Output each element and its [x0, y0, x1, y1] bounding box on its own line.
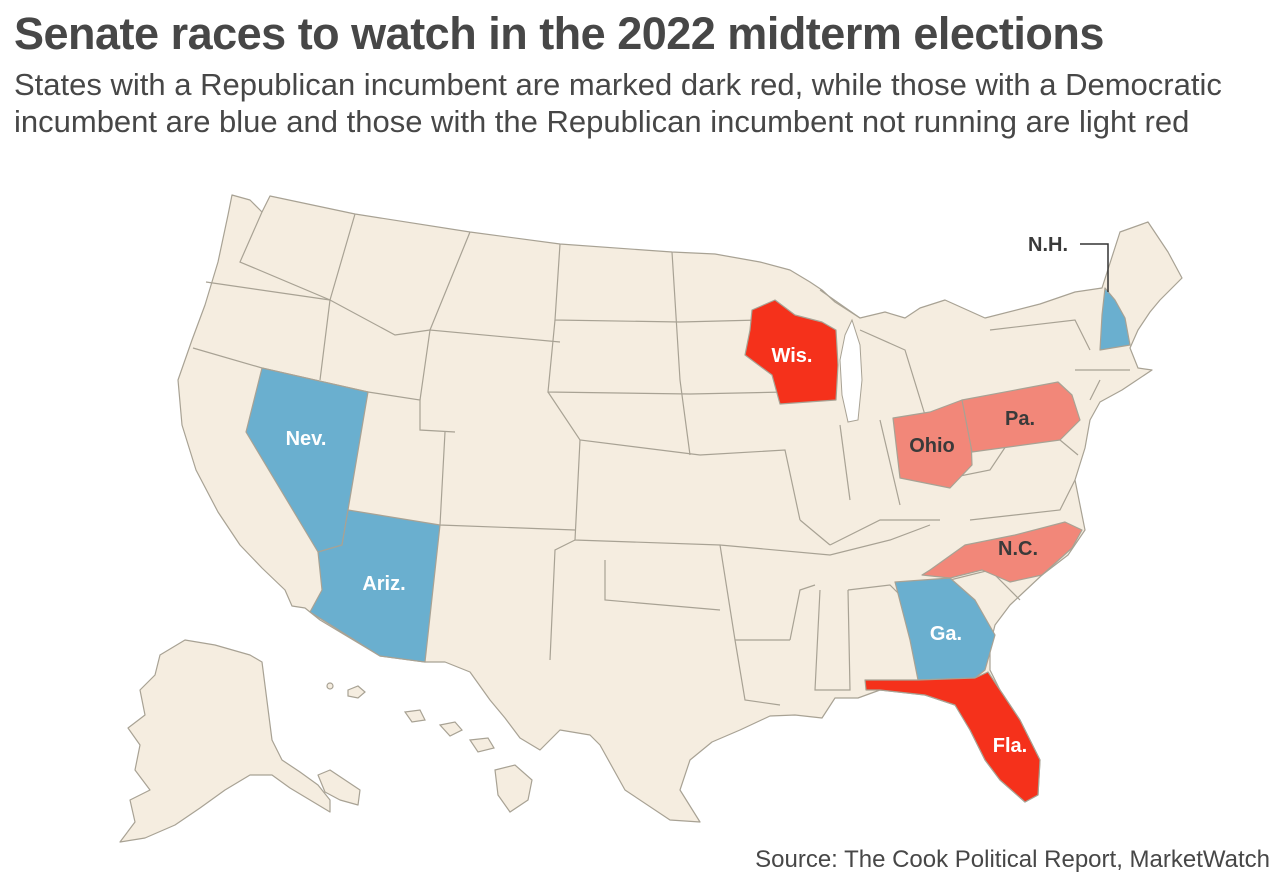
source-credit: Source: The Cook Political Report, Marke… [755, 846, 1270, 873]
label-florida: Fla. [993, 735, 1027, 757]
label-wisconsin: Wis. [772, 345, 813, 367]
label-north-carolina: N.C. [998, 538, 1038, 560]
label-pennsylvania: Pa. [1005, 408, 1035, 430]
state-new-hampshire[interactable] [1099, 287, 1131, 351]
label-arizona: Ariz. [362, 573, 405, 595]
state-arizona[interactable] [309, 509, 441, 663]
map-title: Senate races to watch in the 2022 midter… [14, 8, 1104, 59]
state-florida[interactable] [864, 671, 1041, 803]
state-north-carolina[interactable] [921, 521, 1083, 583]
label-new-hampshire: N.H. [1028, 234, 1068, 256]
label-nevada: Nev. [286, 428, 327, 450]
map-subtitle: States with a Republican incumbent are m… [14, 67, 1222, 139]
nh-leader-line [1080, 243, 1109, 292]
state-pennsylvania[interactable] [961, 381, 1081, 453]
lake-michigan [839, 318, 863, 423]
state-wisconsin[interactable] [744, 299, 839, 405]
state-georgia[interactable] [894, 577, 996, 681]
state-ohio[interactable] [892, 399, 973, 489]
alaska [119, 639, 331, 843]
label-ohio: Ohio [909, 435, 955, 457]
label-georgia: Ga. [930, 623, 962, 645]
hawaii [326, 682, 533, 813]
alaska-panhandle [317, 769, 361, 806]
